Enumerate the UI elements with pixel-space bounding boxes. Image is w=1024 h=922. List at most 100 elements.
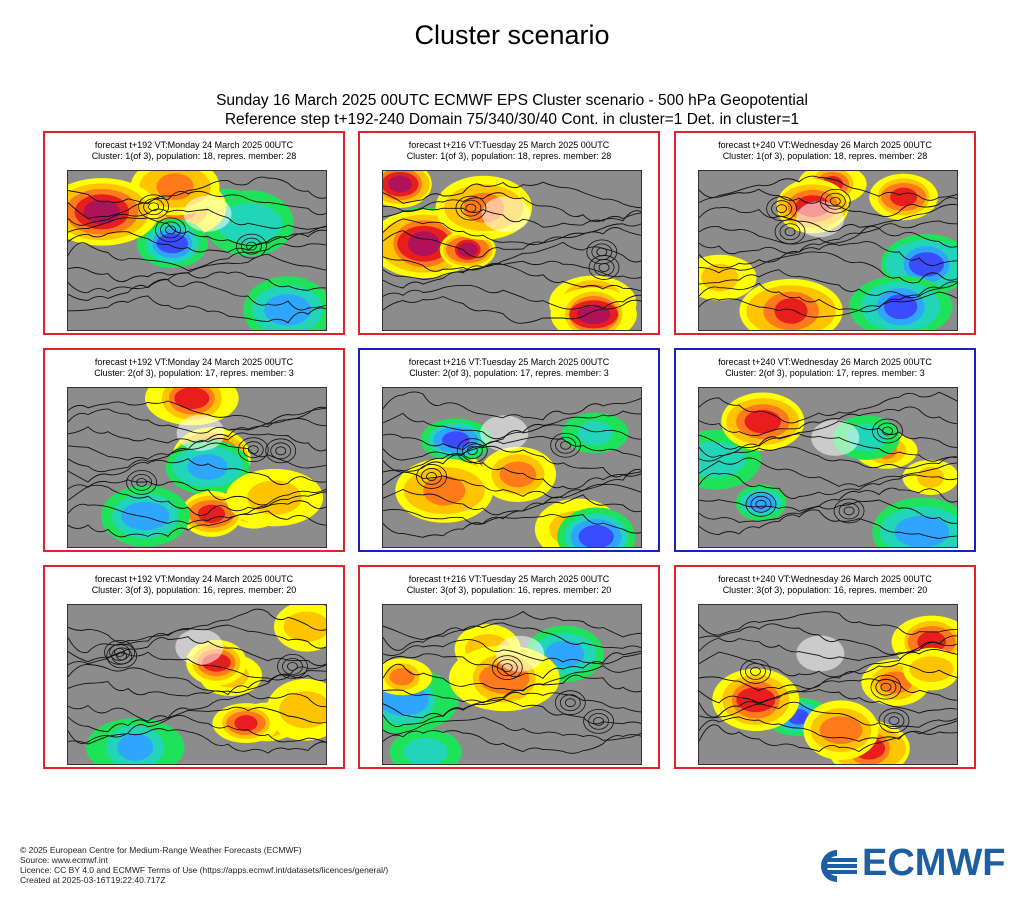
positive-anomaly (395, 458, 494, 523)
geopotential-contour (699, 406, 957, 436)
geopotential-contour (68, 636, 326, 667)
forecast-panel: forecast t+216 VT:Tuesday 25 March 2025 … (358, 131, 660, 335)
geopotential-contour (699, 420, 957, 450)
geopotential-contour (383, 698, 641, 728)
chart-subtitle-line-1: Sunday 16 March 2025 00UTC ECMWF EPS Clu… (216, 92, 808, 109)
geopotential-contour (383, 663, 641, 691)
geopotential-contour (383, 424, 641, 451)
closed-contour (833, 498, 865, 524)
geopotential-contour (383, 610, 641, 641)
closed-contour (870, 674, 902, 700)
geopotential-contour (699, 220, 957, 245)
geopotential-contour (68, 510, 326, 538)
geopotential-contour (68, 190, 326, 219)
geopotential-contour (68, 271, 326, 294)
geopotential-contour (383, 674, 641, 704)
geopotential-contour (68, 624, 326, 654)
geopotential-contour (699, 291, 957, 318)
geopotential-contour (68, 458, 326, 486)
closed-contour (745, 491, 777, 517)
geopotential-contour (699, 251, 957, 284)
closed-contour (583, 708, 615, 734)
geopotential-contour (383, 435, 641, 461)
positive-anomaly (550, 287, 637, 330)
geopotential-contour (699, 188, 957, 217)
forecast-panel: forecast t+240 VT:Wednesday 26 March 202… (674, 131, 976, 335)
closed-contour (878, 708, 910, 734)
closed-contour (126, 469, 158, 495)
closed-contour (774, 219, 806, 245)
positive-anomaly (712, 668, 800, 732)
geopotential-contour (68, 229, 326, 253)
panel-forecast-time: forecast t+240 VT:Wednesday 26 March 202… (718, 140, 932, 150)
geopotential-contour (699, 175, 957, 201)
panel-cluster-info: Cluster: 1(of 3), population: 18, repres… (722, 151, 928, 161)
geopotential-contour (68, 176, 326, 205)
forecast-panel: forecast t+216 VT:Tuesday 25 March 2025 … (358, 348, 660, 552)
positive-anomaly (869, 173, 938, 221)
closed-contour (265, 438, 297, 464)
panel-cluster-info: Cluster: 3(of 3), population: 16, repres… (722, 585, 928, 595)
anomaly-map (382, 170, 642, 331)
positive-anomaly (225, 468, 324, 527)
geopotential-contour (699, 648, 957, 678)
geopotential-contour (699, 509, 957, 539)
geopotential-contour (68, 242, 326, 271)
geopotential-contour (383, 241, 641, 272)
geopotential-contour (68, 664, 326, 693)
licence-text: Licence: CC BY 4.0 and ECMWF Terms of Us… (20, 865, 389, 875)
panel-forecast-time: forecast t+216 VT:Tuesday 25 March 2025 … (408, 357, 610, 367)
geopotential-contour (68, 208, 326, 230)
positive-anomaly (699, 254, 757, 301)
panel-cluster-info: Cluster: 2(of 3), population: 17, repres… (725, 368, 925, 378)
geopotential-contour (383, 730, 641, 754)
closed-contour (491, 655, 523, 680)
ecmwf-logo-icon (821, 850, 857, 882)
negative-anomaly (86, 718, 185, 764)
panel-forecast-time: forecast t+216 VT:Tuesday 25 March 2025 … (408, 140, 610, 150)
negative-anomaly (561, 412, 629, 454)
panel-cluster-info: Cluster: 3(of 3), population: 16, repres… (91, 585, 297, 595)
polar-region (480, 415, 529, 452)
positive-anomaly (721, 392, 805, 451)
closed-contour (277, 654, 308, 679)
geopotential-contour (699, 227, 957, 255)
geopotential-contour (383, 181, 641, 209)
anomaly-map (67, 387, 327, 548)
forecast-panel: forecast t+192 VT:Monday 24 March 2025 0… (43, 565, 345, 769)
negative-anomaly (735, 484, 787, 522)
negative-anomaly (100, 485, 190, 547)
panel-cluster-info: Cluster: 1(of 3), population: 18, repres… (406, 151, 612, 161)
anomaly-map (382, 604, 642, 765)
geopotential-contour (383, 494, 641, 525)
geopotential-contour (383, 454, 641, 490)
forecast-panel: forecast t+240 VT:Wednesday 26 March 202… (674, 565, 976, 769)
geopotential-contour (383, 296, 641, 324)
copyright-text: © 2025 European Centre for Medium-Range … (20, 845, 302, 855)
geopotential-contour (68, 432, 326, 461)
forecast-panel: forecast t+240 VT:Wednesday 26 March 202… (674, 348, 976, 552)
geopotential-contour (383, 391, 641, 421)
polar-region (482, 196, 531, 233)
closed-contour (586, 239, 618, 265)
geopotential-contour (383, 284, 641, 310)
geopotential-contour (699, 611, 957, 636)
closed-contour (455, 195, 487, 221)
geopotential-contour (383, 639, 641, 665)
panel-cluster-info: Cluster: 2(of 3), population: 17, repres… (409, 368, 609, 378)
closed-contour (819, 188, 851, 214)
closed-contour (740, 658, 771, 684)
geopotential-contour (383, 650, 641, 680)
geopotential-contour (699, 203, 957, 233)
geopotential-contour (68, 253, 326, 283)
geopotential-contour (699, 457, 957, 488)
anomaly-map (67, 604, 327, 765)
closed-contour (550, 432, 582, 458)
geopotential-contour (699, 391, 957, 424)
geopotential-contour (383, 227, 641, 258)
geopotential-contour (699, 241, 957, 269)
panel-forecast-time: forecast t+240 VT:Wednesday 26 March 202… (718, 574, 932, 584)
geopotential-contour (68, 692, 326, 722)
geopotential-contour (699, 487, 957, 512)
geopotential-contour (383, 445, 641, 478)
